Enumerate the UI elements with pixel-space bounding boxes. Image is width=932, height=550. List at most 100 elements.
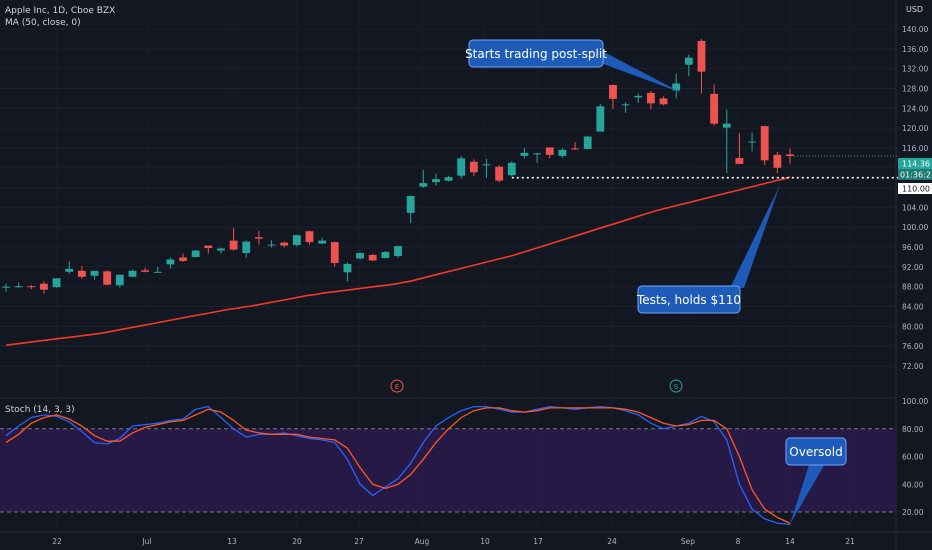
candle[interactable] [90, 270, 99, 280]
candle[interactable] [583, 136, 592, 150]
candle[interactable] [153, 266, 162, 273]
candle[interactable] [571, 141, 579, 150]
candle[interactable] [191, 250, 200, 258]
candle[interactable] [141, 267, 150, 273]
candle-body [444, 177, 453, 181]
candle[interactable] [267, 240, 276, 248]
candle[interactable] [115, 274, 124, 288]
candle-body [153, 271, 162, 273]
candle[interactable] [394, 245, 402, 258]
price-tick-label: 84.00 [902, 303, 924, 312]
candle[interactable] [469, 159, 478, 177]
candle[interactable] [646, 90, 655, 110]
candle[interactable] [77, 265, 86, 279]
candle[interactable] [14, 282, 23, 288]
candle-body [128, 270, 137, 277]
candle[interactable] [166, 257, 175, 269]
candle[interactable] [482, 158, 491, 178]
price-tick-label: 80.00 [902, 322, 924, 331]
candle[interactable] [103, 270, 112, 286]
ma-line-group [5, 176, 791, 346]
split-event-icon[interactable] [669, 379, 683, 393]
candle[interactable] [419, 169, 428, 189]
candle[interactable] [254, 231, 263, 245]
candle-body [305, 231, 314, 243]
candle-body [773, 154, 782, 168]
candle[interactable] [545, 147, 554, 159]
candle[interactable] [495, 165, 504, 183]
candle[interactable] [672, 73, 681, 99]
symbol-title: Apple Inc, 1D, Cboe BZX [5, 6, 115, 16]
candle[interactable] [292, 234, 301, 247]
candle[interactable] [735, 133, 744, 165]
candle[interactable] [432, 173, 440, 186]
price-tick-label: 104.00 [902, 203, 928, 212]
candle[interactable] [710, 84, 719, 126]
candle[interactable] [457, 155, 466, 179]
stoch-tick-label: 60.00 [902, 453, 924, 462]
callout-oversold-text: Oversold [789, 445, 842, 459]
time-tick-label: 22 [52, 537, 62, 546]
candle[interactable] [684, 54, 693, 77]
earnings-event-icon[interactable] [390, 379, 404, 393]
candle[interactable] [217, 247, 225, 254]
time-tick-label: 20 [292, 537, 302, 546]
candle-body [65, 268, 74, 272]
candle[interactable] [697, 39, 706, 94]
candle-body [748, 141, 756, 143]
candle[interactable] [368, 253, 377, 261]
candle[interactable] [204, 245, 213, 254]
candle[interactable] [722, 109, 731, 174]
candle[interactable] [406, 195, 415, 224]
candle[interactable] [356, 252, 364, 260]
candle[interactable] [242, 240, 251, 258]
candle[interactable] [229, 227, 238, 251]
candle[interactable] [558, 147, 567, 158]
candle-body [419, 183, 428, 187]
candle-body [267, 244, 276, 246]
candle-body [722, 123, 731, 128]
candle[interactable] [65, 261, 74, 274]
candle[interactable] [748, 132, 756, 152]
candle[interactable] [318, 237, 327, 245]
candle[interactable] [520, 147, 529, 159]
candle[interactable] [609, 84, 617, 109]
candle[interactable] [786, 148, 794, 164]
candles-group[interactable] [2, 39, 898, 294]
candle[interactable] [507, 161, 516, 177]
candle[interactable] [40, 281, 48, 294]
price-tick-label: 88.00 [902, 283, 924, 292]
price-tick-label: 136.00 [902, 45, 928, 54]
callout-tests-110[interactable]: Tests, holds $110 [636, 185, 780, 314]
candle[interactable] [760, 125, 769, 166]
candle[interactable] [659, 96, 668, 106]
candle[interactable] [533, 152, 542, 163]
candle-body [406, 196, 415, 213]
price-tick-label: 92.00 [902, 263, 924, 272]
callout-post-split[interactable]: Starts trading post-split [465, 39, 682, 93]
candle-body [495, 166, 504, 181]
candle[interactable] [773, 151, 782, 174]
candle[interactable] [179, 253, 187, 262]
candle[interactable] [343, 262, 352, 282]
candle[interactable] [596, 103, 605, 132]
candle-body [179, 257, 187, 261]
candle-body [242, 241, 251, 254]
candle[interactable] [634, 93, 643, 103]
candle[interactable] [621, 102, 630, 113]
candle[interactable] [52, 278, 61, 288]
candle[interactable] [2, 283, 10, 292]
candle[interactable] [444, 175, 453, 182]
candle-body [659, 98, 668, 105]
candle[interactable] [27, 284, 36, 290]
candle[interactable] [305, 230, 314, 245]
candle-body [27, 286, 36, 288]
candle-body [343, 263, 352, 273]
candle[interactable] [128, 269, 137, 277]
callout-oversold[interactable]: Oversold [785, 437, 847, 524]
price-tick-label: 140.00 [902, 25, 928, 34]
candle[interactable] [330, 241, 339, 267]
candle[interactable] [280, 241, 289, 248]
candle[interactable] [381, 251, 390, 259]
